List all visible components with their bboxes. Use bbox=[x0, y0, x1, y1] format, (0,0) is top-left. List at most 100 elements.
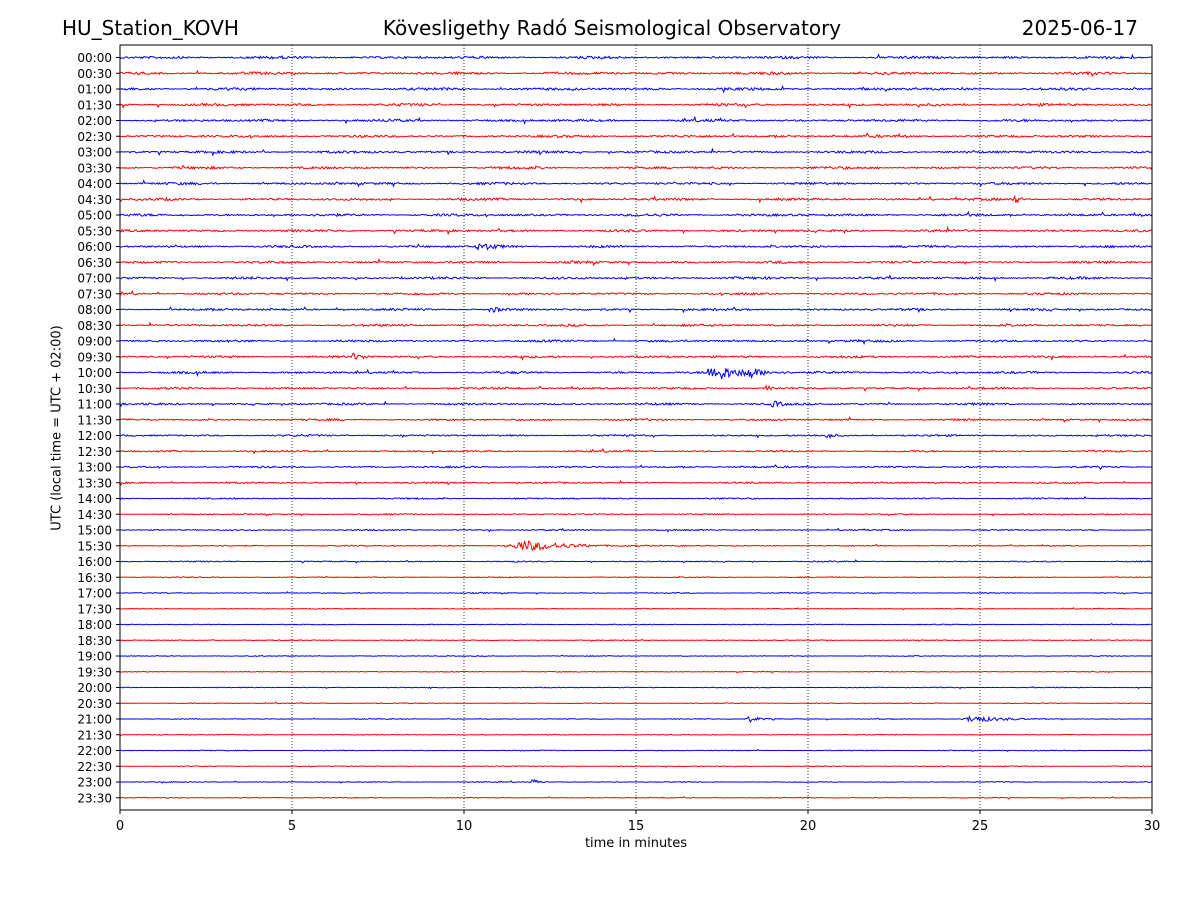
seismic-trace bbox=[119, 321, 1153, 328]
seismic-trace bbox=[119, 147, 1153, 157]
y-tick-label: 23:30 bbox=[77, 791, 112, 805]
seismic-trace bbox=[119, 607, 1153, 611]
seismic-trace bbox=[119, 670, 1153, 674]
y-tick-label: 18:00 bbox=[77, 618, 112, 632]
seismic-trace bbox=[119, 84, 1153, 94]
seismic-trace bbox=[119, 796, 1153, 800]
chart-title: Kövesligethy Radó Seismological Observat… bbox=[382, 16, 842, 40]
y-tick-label: 13:30 bbox=[77, 476, 112, 490]
y-tick-label: 10:00 bbox=[77, 366, 112, 380]
seismic-trace bbox=[119, 701, 1153, 705]
y-tick-label: 02:30 bbox=[77, 130, 112, 144]
seismic-trace bbox=[119, 685, 1153, 690]
x-tick-label: 20 bbox=[800, 819, 817, 834]
y-tick-label: 11:30 bbox=[77, 413, 112, 427]
y-tick-label: 03:00 bbox=[77, 146, 112, 160]
seismic-trace bbox=[119, 69, 1153, 78]
seismic-trace bbox=[119, 778, 1153, 784]
y-tick-label: 17:30 bbox=[77, 602, 112, 616]
y-tick-label: 21:00 bbox=[77, 713, 112, 727]
y-tick-label: 14:00 bbox=[77, 492, 112, 506]
y-tick-label: 06:30 bbox=[77, 256, 112, 270]
seismic-trace bbox=[119, 512, 1153, 517]
y-tick-label: 04:30 bbox=[77, 193, 112, 207]
seismic-trace bbox=[119, 527, 1153, 533]
seismic-trace bbox=[119, 748, 1153, 753]
y-tick-label: 13:00 bbox=[77, 461, 112, 475]
y-tick-label: 05:30 bbox=[77, 224, 112, 238]
y-tick-label: 07:00 bbox=[77, 272, 112, 286]
seismic-trace bbox=[119, 765, 1153, 768]
x-tick-label: 0 bbox=[116, 819, 124, 834]
y-tick-label: 08:00 bbox=[77, 303, 112, 317]
x-axis-label: time in minutes bbox=[584, 836, 688, 851]
y-tick-label: 18:30 bbox=[77, 634, 112, 648]
plot-frame bbox=[119, 44, 1153, 811]
y-tick-label: 15:00 bbox=[77, 524, 112, 538]
seismic-trace bbox=[119, 368, 1153, 380]
seismic-trace bbox=[119, 337, 1153, 346]
y-tick-label: 09:30 bbox=[77, 350, 112, 364]
y-tick-label: 12:00 bbox=[77, 429, 112, 443]
x-tick-label: 30 bbox=[1144, 819, 1161, 834]
y-tick-label: 19:00 bbox=[77, 650, 112, 664]
seismic-trace bbox=[119, 243, 1153, 251]
y-tick-label: 23:00 bbox=[77, 776, 112, 790]
y-axis-label: UTC (local time = UTC + 02:00) bbox=[49, 325, 65, 531]
seismic-trace bbox=[119, 164, 1153, 171]
y-tick-label: 21:30 bbox=[77, 728, 112, 742]
y-tick-label: 05:00 bbox=[77, 209, 112, 223]
seismic-trace bbox=[119, 274, 1153, 282]
y-tick-label: 09:00 bbox=[77, 335, 112, 349]
y-tick-label: 19:30 bbox=[77, 665, 112, 679]
y-tick-label: 14:30 bbox=[77, 508, 112, 522]
seismic-trace bbox=[119, 53, 1153, 60]
x-tick-label: 10 bbox=[456, 819, 473, 834]
seismic-trace bbox=[119, 733, 1153, 737]
y-tick-label: 03:30 bbox=[77, 161, 112, 175]
y-tick-label: 01:30 bbox=[77, 98, 112, 112]
y-tick-label: 15:30 bbox=[77, 539, 112, 553]
seismic-trace bbox=[119, 464, 1153, 471]
seismic-trace bbox=[119, 179, 1153, 188]
seismic-trace bbox=[119, 306, 1153, 314]
y-tick-label: 00:30 bbox=[77, 67, 112, 81]
y-tick-label: 20:00 bbox=[77, 681, 112, 695]
y-tick-label: 07:30 bbox=[77, 287, 112, 301]
chart-date: 2025-06-17 bbox=[1021, 16, 1138, 40]
y-tick-label: 16:00 bbox=[77, 555, 112, 569]
seismic-trace bbox=[119, 352, 1153, 361]
x-tick-label: 5 bbox=[288, 819, 296, 834]
x-tick-label: 25 bbox=[972, 819, 989, 834]
y-tick-label: 04:00 bbox=[77, 177, 112, 191]
seismic-trace bbox=[119, 638, 1153, 643]
y-tick-label: 16:30 bbox=[77, 571, 112, 585]
y-tick-label: 10:30 bbox=[77, 382, 112, 396]
seismic-trace bbox=[119, 416, 1153, 423]
y-tick-label: 22:00 bbox=[77, 744, 112, 758]
seismic-trace bbox=[119, 495, 1153, 501]
y-tick-label: 06:00 bbox=[77, 240, 112, 254]
seismic-trace bbox=[119, 400, 1153, 408]
seismic-trace bbox=[119, 433, 1153, 440]
y-tick-label: 22:30 bbox=[77, 760, 112, 774]
seismic-trace bbox=[119, 575, 1153, 579]
y-tick-label: 00:00 bbox=[77, 51, 112, 65]
seismic-trace bbox=[119, 591, 1153, 595]
y-tick-label: 11:00 bbox=[77, 398, 112, 412]
seismic-trace bbox=[119, 194, 1153, 204]
seismic-trace bbox=[119, 115, 1153, 125]
seismic-trace bbox=[119, 539, 1153, 552]
seismic-trace bbox=[119, 479, 1153, 486]
y-tick-label: 02:00 bbox=[77, 114, 112, 128]
y-tick-label: 12:30 bbox=[77, 445, 112, 459]
seismic-trace bbox=[119, 132, 1153, 139]
seismic-trace bbox=[119, 654, 1153, 658]
y-tick-label: 08:30 bbox=[77, 319, 112, 333]
x-tick-label: 15 bbox=[628, 819, 645, 834]
seismic-trace bbox=[119, 102, 1153, 110]
seismic-trace bbox=[119, 289, 1153, 297]
seismic-trace bbox=[119, 210, 1153, 218]
y-tick-label: 17:00 bbox=[77, 587, 112, 601]
